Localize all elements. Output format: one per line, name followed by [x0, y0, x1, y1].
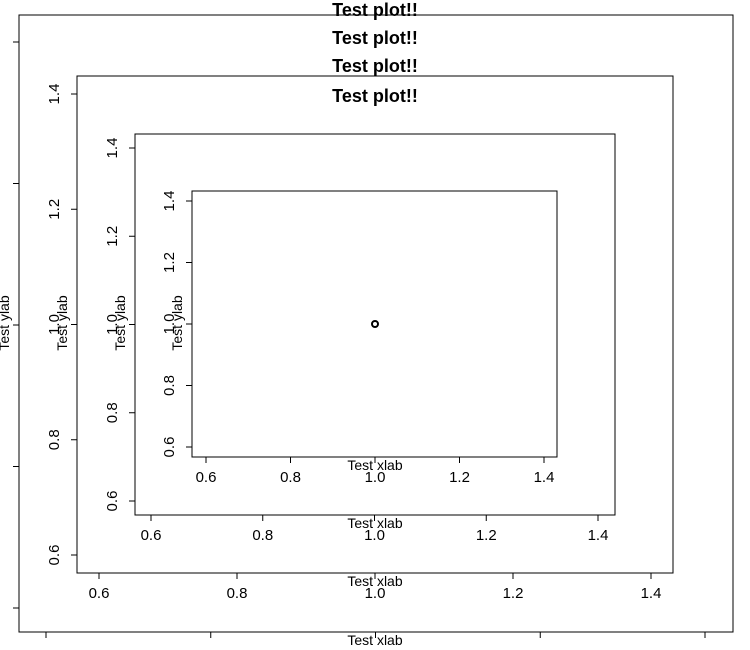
plot-panel-2: 0.6 0.8 1.0 1.2 1.4 0.6 0.8 1.0 1.2 1.4 Test xlab T…: [46, 28, 674, 602]
y-axis-label: Test ylab: [54, 295, 70, 350]
y-tick-label: 0.6: [161, 437, 178, 458]
y-tick-label: 0.8: [104, 402, 121, 423]
x-axis: 0.6 0.8 1.0 1.2 1.4: [89, 573, 662, 602]
plot-panel-3: 0.6 0.8 1.0 1.2 1.4 0.6 0.8 1.0 1.2 1.4 Test xlab T…: [104, 56, 616, 544]
y-tick-label: 0.8: [161, 375, 178, 396]
x-tick-label: 1.2: [449, 469, 470, 486]
x-tick-label: 1.4: [641, 585, 662, 602]
y-tick-label: 1.0: [104, 314, 121, 335]
x-axis-label: Test xlab: [347, 515, 402, 531]
x-tick-label: 1.0: [365, 469, 386, 486]
x-axis: 0.6 0.8 1.0 1.2 1.4: [196, 457, 555, 486]
x-tick-label: 0.6: [196, 469, 217, 486]
x-tick-label: 1.0: [364, 527, 385, 544]
x-tick-label: 1.4: [588, 527, 609, 544]
y-tick-label: 1.2: [161, 252, 178, 273]
y-tick-label: 1.2: [104, 226, 121, 247]
y-axis: 0.6 0.8 1.0 1.2 1.4: [46, 84, 77, 566]
x-axis: [45, 632, 706, 638]
plot-panel-4: 0.6 0.8 1.0 1.2 1.4 0.6 0.8 1.0 1.2 1.4 Test xlab T…: [161, 86, 558, 486]
x-tick-label: 1.2: [503, 585, 524, 602]
y-axis-label: Test ylab: [0, 295, 12, 350]
chart-title: Test plot!!: [332, 56, 418, 76]
x-tick-label: 1.2: [476, 527, 497, 544]
y-axis-label: Test ylab: [112, 295, 128, 350]
y-tick-label: 1.2: [46, 199, 63, 220]
data-point: [371, 320, 379, 328]
y-tick-label: 0.6: [46, 545, 63, 566]
y-tick-label: 0.6: [104, 491, 121, 512]
chart-title: Test plot!!: [332, 86, 418, 106]
y-axis: 0.6 0.8 1.0 1.2 1.4: [104, 138, 135, 512]
chart-title: Test plot!!: [332, 0, 418, 20]
x-tick-label: 0.8: [280, 469, 301, 486]
y-axis: [13, 41, 19, 609]
y-tick-label: 1.4: [104, 138, 121, 159]
y-tick-label: 1.4: [46, 84, 63, 105]
x-axis: 0.6 0.8 1.0 1.2 1.4: [141, 515, 609, 544]
y-axis-label: Test ylab: [169, 295, 185, 350]
x-tick-label: 0.8: [227, 585, 248, 602]
x-tick-label: 1.4: [534, 469, 555, 486]
x-axis-label: Test xlab: [347, 632, 402, 648]
chart-title: Test plot!!: [332, 28, 418, 48]
x-axis-label: Test xlab: [347, 573, 402, 589]
x-tick-label: 0.6: [89, 585, 110, 602]
plot-panel-1: Test xlab Test ylab Test plot!!: [0, 0, 734, 648]
y-tick-label: 0.8: [46, 429, 63, 450]
x-axis-label: Test xlab: [347, 457, 402, 473]
y-tick-label: 1.0: [46, 314, 63, 335]
y-tick-label: 1.0: [161, 314, 178, 335]
y-axis: 0.6 0.8 1.0 1.2 1.4: [161, 191, 192, 458]
plot-frame: [191, 190, 558, 458]
y-tick-label: 1.4: [161, 191, 178, 212]
x-tick-label: 0.6: [141, 527, 162, 544]
x-tick-label: 0.8: [252, 527, 273, 544]
x-tick-label: 1.0: [365, 585, 386, 602]
